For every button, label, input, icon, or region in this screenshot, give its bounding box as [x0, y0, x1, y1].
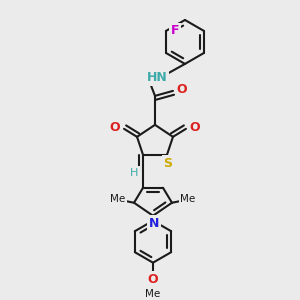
Text: O: O: [110, 121, 120, 134]
Text: HN: HN: [147, 71, 167, 84]
Text: S: S: [164, 157, 172, 170]
Text: N: N: [149, 217, 159, 230]
Text: Me: Me: [146, 289, 160, 298]
Text: H: H: [130, 168, 138, 178]
Text: O: O: [148, 273, 158, 286]
Text: O: O: [177, 83, 187, 96]
Text: Me: Me: [180, 194, 196, 204]
Text: O: O: [190, 121, 200, 134]
Text: Me: Me: [110, 194, 126, 204]
Text: F: F: [171, 25, 179, 38]
